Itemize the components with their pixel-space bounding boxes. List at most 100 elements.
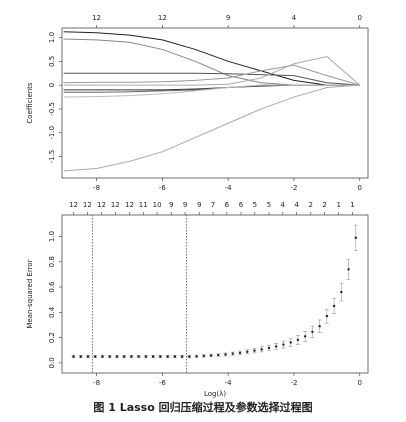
mse-point bbox=[209, 354, 213, 357]
y-axis-label: Mean-squared Error bbox=[26, 259, 34, 328]
mse-point bbox=[72, 355, 75, 358]
y-tick-label: -0.5 bbox=[48, 102, 56, 116]
x2-tick-label: 12 bbox=[97, 201, 106, 209]
mse-point bbox=[137, 355, 140, 358]
y-tick-label: 1.0 bbox=[48, 32, 56, 43]
mse-point bbox=[144, 355, 148, 358]
mse-point bbox=[260, 348, 263, 351]
y-tick-label: 0.4 bbox=[48, 306, 56, 318]
mse-point bbox=[151, 355, 155, 358]
mse-point bbox=[282, 343, 285, 346]
x-tick-label: -6 bbox=[159, 379, 167, 387]
mse-point bbox=[289, 341, 292, 344]
mse-point bbox=[325, 314, 329, 318]
coefficient-path bbox=[63, 64, 360, 86]
mse-point bbox=[188, 355, 191, 358]
mse-point bbox=[246, 350, 249, 353]
y-axis-label: Coefficients bbox=[26, 82, 34, 124]
x-tick-label: -4 bbox=[225, 379, 233, 387]
x2-tick-label: 10 bbox=[153, 201, 162, 209]
mse-point bbox=[173, 355, 177, 358]
x-tick-label: 0 bbox=[358, 379, 362, 387]
plot-frame bbox=[61, 214, 369, 374]
x2-tick-label: 4 bbox=[292, 14, 297, 22]
x2-tick-label: 6 bbox=[225, 201, 230, 209]
plot-frame bbox=[61, 27, 369, 179]
mse-point bbox=[253, 349, 256, 352]
mse-point bbox=[115, 355, 119, 358]
y-tick-label: 0.2 bbox=[48, 332, 56, 343]
x2-tick-label: 4 bbox=[281, 201, 286, 209]
mse-point bbox=[340, 290, 343, 294]
x2-tick-label: 12 bbox=[125, 201, 134, 209]
y-tick-label: -1.0 bbox=[48, 126, 56, 140]
x-tick-label: -6 bbox=[159, 184, 167, 192]
x-tick-label: -4 bbox=[225, 184, 233, 192]
mse-point bbox=[311, 330, 314, 334]
mse-point bbox=[224, 353, 227, 356]
y-tick-label: 0.0 bbox=[48, 357, 56, 368]
mse-point bbox=[303, 335, 307, 338]
x2-tick-label: 11 bbox=[139, 201, 148, 209]
y-tick-label: 1.0 bbox=[48, 231, 56, 242]
x-tick-label: -8 bbox=[93, 379, 100, 387]
mse-point bbox=[217, 353, 220, 357]
x2-tick-label: 12 bbox=[92, 14, 101, 22]
x2-tick-label: 9 bbox=[226, 14, 230, 22]
mse-point bbox=[130, 355, 133, 358]
coefficient-path bbox=[63, 56, 361, 86]
mse-point bbox=[122, 355, 126, 358]
caption: 图 1 Lasso 回归压缩过程及参数选择过程图 bbox=[93, 400, 312, 414]
x2-tick-label: 5 bbox=[253, 201, 257, 209]
mse-point bbox=[354, 236, 358, 239]
coefficient-path bbox=[63, 84, 360, 172]
mse-point bbox=[195, 355, 198, 358]
mse-point bbox=[267, 346, 271, 350]
x2-tick-label: 12 bbox=[69, 201, 78, 209]
mse-point bbox=[94, 355, 97, 358]
mse-point bbox=[159, 355, 162, 358]
y-tick-label: 0.8 bbox=[48, 256, 56, 267]
mse-point bbox=[238, 351, 242, 354]
x2-tick-label: 0 bbox=[358, 14, 362, 22]
x2-tick-label: 12 bbox=[111, 201, 120, 209]
x2-tick-label: 9 bbox=[169, 201, 173, 209]
mse-point bbox=[86, 355, 90, 358]
x2-tick-label: 6 bbox=[239, 201, 244, 209]
x2-tick-label: 9 bbox=[183, 201, 187, 209]
mse-point bbox=[202, 354, 206, 358]
mse-point bbox=[108, 355, 111, 358]
y-tick-label: 0.6 bbox=[48, 281, 56, 293]
x2-tick-label: 12 bbox=[158, 14, 167, 22]
x-tick-label: -2 bbox=[290, 184, 297, 192]
y-tick-label: -1.5 bbox=[48, 150, 56, 164]
x2-tick-label: 7 bbox=[211, 201, 215, 209]
x2-tick-label: 2 bbox=[322, 201, 326, 209]
mse-point bbox=[347, 268, 350, 271]
x2-tick-label: 12 bbox=[83, 201, 92, 209]
mse-point bbox=[231, 352, 234, 355]
coefficient-path bbox=[63, 31, 360, 86]
y-tick-label: 0 bbox=[48, 83, 56, 87]
mse-point bbox=[275, 345, 278, 348]
mse-point bbox=[296, 338, 300, 342]
x-tick-label: 0 bbox=[358, 184, 362, 192]
x2-tick-label: 9 bbox=[197, 201, 201, 209]
mse-point bbox=[79, 355, 82, 358]
x-axis-label: Log(λ) bbox=[204, 390, 226, 398]
x-tick-label: -2 bbox=[290, 379, 297, 387]
x2-tick-label: 1 bbox=[350, 201, 354, 209]
mse-point bbox=[101, 355, 104, 358]
coefficient-path bbox=[63, 38, 360, 86]
x2-tick-label: 1 bbox=[336, 201, 340, 209]
mse-point bbox=[318, 325, 321, 328]
mse-point bbox=[180, 355, 184, 358]
coefficient-path bbox=[63, 72, 360, 86]
y-tick-label: 0.5 bbox=[48, 56, 56, 67]
x2-tick-label: 2 bbox=[309, 201, 313, 209]
x2-tick-label: 4 bbox=[294, 201, 299, 209]
mse-point bbox=[166, 355, 169, 358]
x-tick-label: -8 bbox=[93, 184, 100, 192]
coefficient-path bbox=[63, 84, 360, 98]
